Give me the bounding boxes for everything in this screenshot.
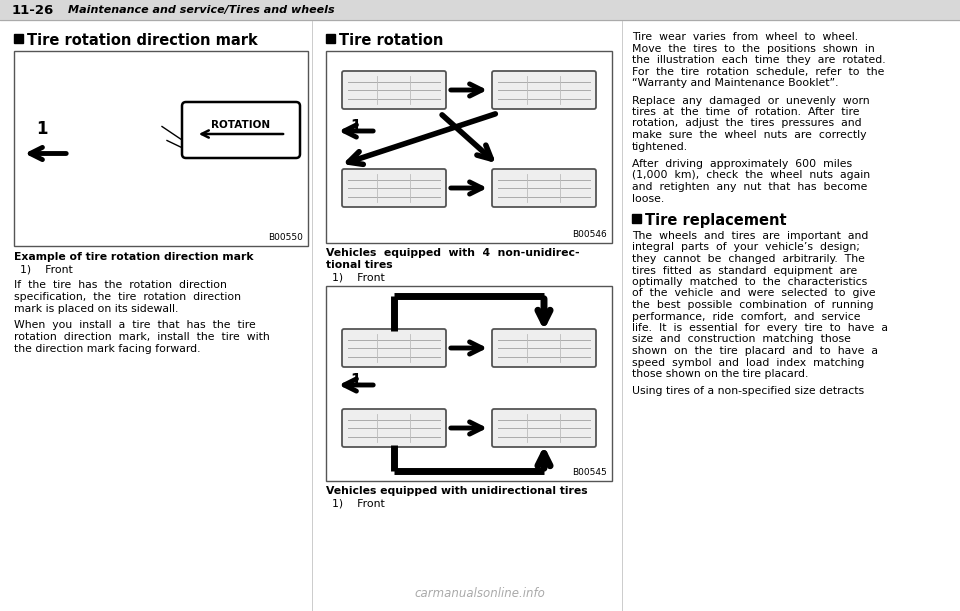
Text: those shown on the tire placard.: those shown on the tire placard. — [632, 369, 808, 379]
Text: mark is placed on its sidewall.: mark is placed on its sidewall. — [14, 304, 179, 313]
Text: carmanualsonline.info: carmanualsonline.info — [415, 587, 545, 600]
Text: 1)    Front: 1) Front — [20, 264, 73, 274]
Bar — [326, 286, 612, 481]
Text: Vehicles equipped with unidirectional tires: Vehicles equipped with unidirectional ti… — [326, 486, 588, 496]
Text: Vehicles  equipped  with  4  non-unidirec-: Vehicles equipped with 4 non-unidirec- — [326, 248, 580, 258]
Text: rotation,  adjust  the  tires  pressures  and: rotation, adjust the tires pressures and — [632, 119, 862, 128]
Text: When  you  install  a  tire  that  has  the  tire: When you install a tire that has the tir… — [14, 320, 255, 331]
Text: 1)    Front: 1) Front — [332, 272, 385, 282]
Text: integral  parts  of  your  vehicle’s  design;: integral parts of your vehicle’s design; — [632, 243, 860, 252]
Text: (1,000  km),  check  the  wheel  nuts  again: (1,000 km), check the wheel nuts again — [632, 170, 870, 180]
Text: optimally  matched  to  the  characteristics: optimally matched to the characteristics — [632, 277, 867, 287]
Text: After  driving  approximately  600  miles: After driving approximately 600 miles — [632, 159, 852, 169]
Text: B00546: B00546 — [572, 230, 607, 239]
Text: 1: 1 — [36, 120, 47, 139]
Bar — [326, 51, 612, 243]
FancyBboxPatch shape — [492, 409, 596, 447]
Text: The  wheels  and  tires  are  important  and: The wheels and tires are important and — [632, 231, 869, 241]
FancyBboxPatch shape — [342, 329, 446, 367]
Text: and  retighten  any  nut  that  has  become: and retighten any nut that has become — [632, 182, 868, 192]
FancyBboxPatch shape — [492, 169, 596, 207]
Text: Replace  any  damaged  or  unevenly  worn: Replace any damaged or unevenly worn — [632, 95, 870, 106]
Text: B00545: B00545 — [572, 468, 607, 477]
Text: performance,  ride  comfort,  and  service: performance, ride comfort, and service — [632, 312, 860, 321]
FancyBboxPatch shape — [342, 169, 446, 207]
Bar — [326, 34, 335, 43]
Bar — [14, 51, 308, 246]
Bar — [14, 34, 23, 43]
Text: Example of tire rotation direction mark: Example of tire rotation direction mark — [14, 252, 253, 262]
Text: If  the  tire  has  the  rotation  direction: If the tire has the rotation direction — [14, 280, 227, 290]
Text: tires  fitted  as  standard  equipment  are: tires fitted as standard equipment are — [632, 266, 857, 276]
Text: Tire  wear  varies  from  wheel  to  wheel.: Tire wear varies from wheel to wheel. — [632, 32, 858, 42]
Text: Move  the  tires  to  the  positions  shown  in: Move the tires to the positions shown in — [632, 43, 875, 54]
Bar — [0, 0, 960, 20]
Text: 11-26: 11-26 — [12, 4, 55, 16]
Text: For  the  tire  rotation  schedule,  refer  to  the: For the tire rotation schedule, refer to… — [632, 67, 884, 76]
FancyBboxPatch shape — [492, 71, 596, 109]
Text: 1: 1 — [350, 119, 361, 134]
Text: they  cannot  be  changed  arbitrarily.  The: they cannot be changed arbitrarily. The — [632, 254, 865, 264]
Text: Tire replacement: Tire replacement — [645, 213, 786, 228]
Text: Maintenance and service/Tires and wheels: Maintenance and service/Tires and wheels — [68, 5, 335, 15]
Text: size  and  construction  matching  those: size and construction matching those — [632, 334, 851, 345]
Text: specification,  the  tire  rotation  direction: specification, the tire rotation directi… — [14, 292, 241, 302]
Text: tires  at  the  time  of  rotation.  After  tire: tires at the time of rotation. After tir… — [632, 107, 859, 117]
Text: the  best  possible  combination  of  running: the best possible combination of running — [632, 300, 874, 310]
FancyBboxPatch shape — [342, 409, 446, 447]
Text: of  the  vehicle  and  were  selected  to  give: of the vehicle and were selected to give — [632, 288, 876, 299]
Text: rotation  direction  mark,  install  the  tire  with: rotation direction mark, install the tir… — [14, 332, 270, 342]
Bar — [632, 214, 641, 223]
Text: Tire rotation: Tire rotation — [339, 33, 444, 48]
Text: shown  on  the  tire  placard  and  to  have  a: shown on the tire placard and to have a — [632, 346, 878, 356]
Text: tightened.: tightened. — [632, 142, 688, 152]
Text: Tire rotation direction mark: Tire rotation direction mark — [27, 33, 257, 48]
Text: loose.: loose. — [632, 194, 664, 203]
Text: “Warranty and Maintenance Booklet”.: “Warranty and Maintenance Booklet”. — [632, 78, 838, 88]
Text: Using tires of a non-specified size detracts: Using tires of a non-specified size detr… — [632, 387, 864, 397]
Text: speed  symbol  and  load  index  matching: speed symbol and load index matching — [632, 357, 864, 367]
Text: life.  It  is  essential  for  every  tire  to  have  a: life. It is essential for every tire to … — [632, 323, 888, 333]
FancyBboxPatch shape — [182, 102, 300, 158]
FancyBboxPatch shape — [492, 329, 596, 367]
Text: the direction mark facing forward.: the direction mark facing forward. — [14, 344, 201, 354]
Text: the  illustration  each  time  they  are  rotated.: the illustration each time they are rota… — [632, 55, 886, 65]
Text: 1: 1 — [350, 373, 361, 388]
Text: tional tires: tional tires — [326, 260, 393, 270]
Text: 1)    Front: 1) Front — [332, 498, 385, 508]
Text: B00550: B00550 — [268, 233, 303, 242]
Text: make  sure  the  wheel  nuts  are  correctly: make sure the wheel nuts are correctly — [632, 130, 867, 140]
Text: ROTATION: ROTATION — [211, 120, 271, 130]
FancyBboxPatch shape — [342, 71, 446, 109]
